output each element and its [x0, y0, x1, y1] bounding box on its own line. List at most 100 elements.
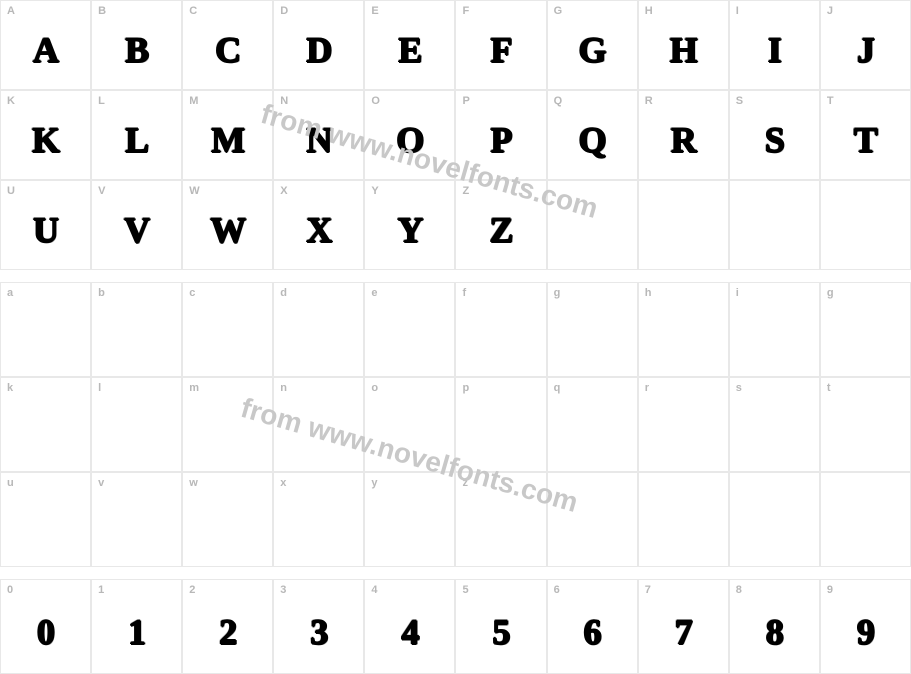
cell-label: I	[736, 5, 739, 17]
glyph: 6	[584, 611, 601, 653]
glyph-cell: s.	[729, 377, 820, 472]
cell-label: b	[98, 287, 105, 299]
glyph-cell: 66	[547, 579, 638, 674]
glyph-cell: BB	[91, 0, 182, 90]
cell-label: s	[736, 382, 742, 394]
cell-label: E	[371, 5, 378, 17]
cell-label: c	[189, 287, 195, 299]
cell-label: n	[280, 382, 287, 394]
glyph-cell: u.	[0, 472, 91, 567]
grid-section-lowercase: a.b.c.d.e.f.g.h.i.g.k.l.m.n.o.p.q.r.s.t.…	[0, 282, 911, 567]
glyph: M	[211, 119, 244, 161]
glyph: D	[306, 29, 331, 71]
glyph-cell: .	[638, 180, 729, 270]
glyph: Y	[397, 209, 422, 251]
cell-label: M	[189, 95, 198, 107]
cell-label: l	[98, 382, 101, 394]
cell-label: 5	[462, 584, 468, 596]
glyph: H	[670, 29, 697, 71]
glyph-cell: o.	[364, 377, 455, 472]
cell-label: u	[7, 477, 14, 489]
glyph: C	[215, 29, 240, 71]
grid-section-uppercase: AABBCCDDEEFFGGHHIIJJKKLLMMNNOOPPQQRRSSTT…	[0, 0, 911, 270]
glyph: 8	[766, 611, 783, 653]
cell-label: G	[554, 5, 563, 17]
cell-label: f	[462, 287, 466, 299]
glyph: K	[32, 119, 59, 161]
glyph-cell: z.	[455, 472, 546, 567]
glyph-cell: HH	[638, 0, 729, 90]
glyph-cell: a.	[0, 282, 91, 377]
glyph-cell: f.	[455, 282, 546, 377]
glyph-cell: PP	[455, 90, 546, 180]
glyph: E	[398, 29, 421, 71]
glyph: W	[210, 209, 245, 251]
cell-label: y	[371, 477, 377, 489]
glyph-cell: TT	[820, 90, 911, 180]
cell-label: 7	[645, 584, 651, 596]
cell-label: m	[189, 382, 199, 394]
cell-label: 4	[371, 584, 377, 596]
glyph-cell: c.	[182, 282, 273, 377]
glyph: G	[579, 29, 606, 71]
cell-label: Z	[462, 185, 469, 197]
glyph-cell: 11	[91, 579, 182, 674]
glyph-cell: .	[547, 180, 638, 270]
glyph-cell: 44	[364, 579, 455, 674]
glyph-cell: LL	[91, 90, 182, 180]
glyph-cell: .	[729, 472, 820, 567]
cell-label: X	[280, 185, 287, 197]
cell-label: A	[7, 5, 15, 17]
glyph: R	[671, 119, 696, 161]
glyph-cell: w.	[182, 472, 273, 567]
glyph: P	[491, 119, 512, 161]
glyph-cell: II	[729, 0, 820, 90]
glyph-cell: VV	[91, 180, 182, 270]
glyph-cell: .	[729, 180, 820, 270]
glyph-cell: QQ	[547, 90, 638, 180]
glyph-cell: SS	[729, 90, 820, 180]
glyph-cell: n.	[273, 377, 364, 472]
cell-label: r	[645, 382, 649, 394]
cell-label: Y	[371, 185, 378, 197]
glyph-cell: EE	[364, 0, 455, 90]
glyph: 2	[219, 611, 236, 653]
cell-label: g	[827, 287, 834, 299]
glyph: Q	[579, 119, 606, 161]
glyph-cell: v.	[91, 472, 182, 567]
glyph-cell: .	[820, 180, 911, 270]
glyph: 4	[401, 611, 418, 653]
cell-label: W	[189, 185, 199, 197]
glyph-cell: GG	[547, 0, 638, 90]
cell-label: N	[280, 95, 288, 107]
glyph: I	[768, 29, 781, 71]
glyph-cell: 00	[0, 579, 91, 674]
glyph-cell: 99	[820, 579, 911, 674]
glyph: Z	[490, 209, 513, 251]
divider	[0, 567, 911, 579]
cell-label: e	[371, 287, 377, 299]
glyph-cell: NN	[273, 90, 364, 180]
glyph: 5	[493, 611, 510, 653]
cell-label: K	[7, 95, 15, 107]
cell-label: a	[7, 287, 13, 299]
cell-label: C	[189, 5, 197, 17]
cell-label: V	[98, 185, 105, 197]
glyph-cell: CC	[182, 0, 273, 90]
glyph: T	[854, 119, 877, 161]
glyph-cell: .	[638, 472, 729, 567]
cell-label: v	[98, 477, 104, 489]
cell-label: R	[645, 95, 653, 107]
cell-label: z	[462, 477, 468, 489]
glyph-cell: MM	[182, 90, 273, 180]
glyph-cell: JJ	[820, 0, 911, 90]
cell-label: o	[371, 382, 378, 394]
cell-label: J	[827, 5, 833, 17]
cell-label: k	[7, 382, 13, 394]
cell-label: B	[98, 5, 106, 17]
glyph-cell: WW	[182, 180, 273, 270]
glyph-cell: g.	[820, 282, 911, 377]
glyph: B	[125, 29, 148, 71]
glyph-cell: AA	[0, 0, 91, 90]
glyph: 9	[857, 611, 874, 653]
